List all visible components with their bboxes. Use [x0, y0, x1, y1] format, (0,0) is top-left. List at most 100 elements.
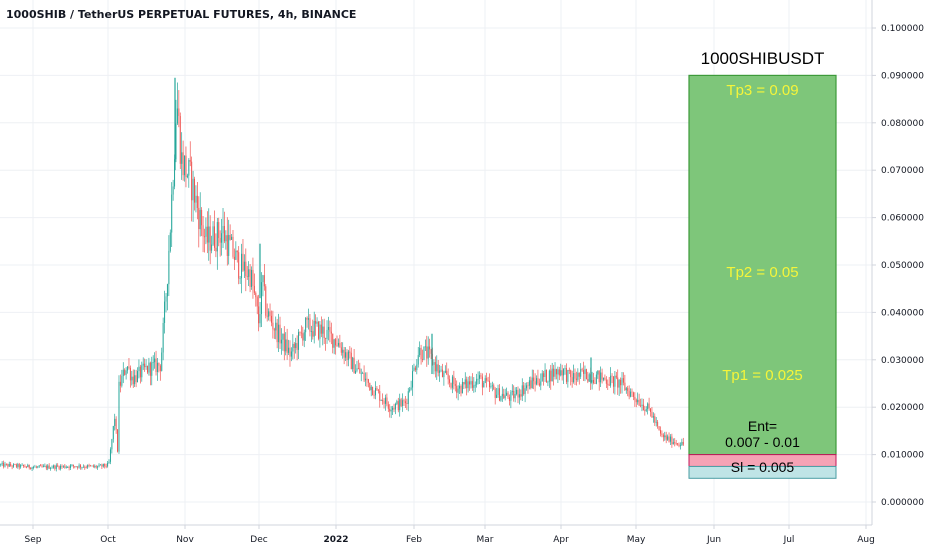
candle-body	[349, 351, 351, 353]
candle	[443, 370, 445, 386]
candle	[262, 274, 264, 297]
candle-body	[310, 331, 312, 332]
candle-body	[581, 369, 583, 371]
candle	[255, 291, 257, 307]
candle-body	[481, 376, 483, 388]
candle	[241, 243, 243, 294]
candle	[387, 401, 389, 413]
candle-body	[593, 380, 595, 383]
candle	[42, 464, 44, 468]
candle	[453, 370, 455, 390]
candle	[376, 386, 378, 391]
candle	[598, 370, 600, 391]
candle	[655, 417, 657, 427]
candle	[430, 348, 432, 360]
candle	[555, 368, 557, 380]
candle	[51, 465, 53, 469]
candle-body	[24, 466, 26, 467]
candle	[279, 316, 281, 349]
candle-body	[72, 464, 74, 467]
candle-body	[474, 384, 476, 386]
candle-body	[176, 108, 178, 124]
candle	[312, 319, 314, 340]
candle	[657, 419, 659, 429]
candle	[553, 364, 555, 386]
candle	[386, 393, 388, 407]
candle-body	[11, 465, 13, 467]
candle	[13, 463, 15, 468]
candle-body	[357, 368, 359, 370]
candle	[128, 357, 130, 370]
candle	[679, 442, 681, 450]
candle	[612, 376, 614, 394]
candle	[662, 433, 664, 442]
candle	[436, 355, 438, 380]
candle-body	[548, 370, 550, 382]
candle	[102, 463, 104, 468]
candle	[457, 385, 459, 401]
tp3-label: Tp3 = 0.09	[726, 82, 798, 99]
candle-body	[640, 405, 642, 407]
candle	[60, 464, 62, 471]
candle-body	[276, 322, 278, 343]
candle-body	[654, 416, 656, 423]
candle	[85, 465, 87, 469]
candle	[0, 463, 2, 467]
candle-body	[611, 375, 613, 377]
candle	[95, 464, 97, 469]
candle-body	[470, 381, 472, 385]
candle	[530, 376, 532, 390]
candle-body	[28, 464, 30, 468]
candle	[155, 350, 157, 376]
candle-body	[527, 385, 529, 387]
candle-body	[526, 385, 528, 389]
candle-body	[397, 401, 399, 411]
candle	[377, 388, 379, 394]
candle	[630, 388, 632, 398]
candle	[664, 431, 666, 441]
candle	[134, 369, 136, 387]
candle	[25, 465, 27, 469]
candle-body	[275, 322, 277, 331]
candle	[383, 398, 385, 409]
candle-body	[221, 233, 223, 243]
candle-body	[681, 441, 683, 446]
candle	[1, 461, 3, 467]
candle-body	[624, 382, 626, 391]
candle-body	[655, 421, 657, 423]
candle	[260, 272, 262, 327]
candle	[213, 210, 215, 252]
candle-body	[17, 464, 19, 467]
candle-body	[198, 207, 200, 230]
candle	[511, 384, 513, 396]
candle	[355, 364, 357, 374]
candle-body	[62, 465, 64, 467]
candle-body	[156, 362, 158, 372]
candle	[637, 392, 639, 405]
candle-body	[336, 345, 338, 347]
candle-body	[74, 466, 76, 467]
stop-loss-zone	[688, 465, 837, 479]
candle	[521, 378, 523, 402]
candle	[47, 464, 49, 471]
tp2-label: Tp2 = 0.05	[726, 264, 798, 281]
candle	[584, 365, 586, 382]
candle	[366, 372, 368, 387]
candle	[11, 464, 13, 470]
candle-body	[342, 349, 344, 353]
candle-body	[312, 331, 314, 337]
candle-body	[216, 222, 218, 252]
candle	[608, 376, 610, 386]
candle-body	[651, 411, 653, 418]
candle	[668, 432, 670, 443]
candle	[67, 466, 69, 468]
candle-body	[557, 369, 559, 375]
candle	[146, 365, 148, 375]
candle	[393, 403, 395, 413]
candle-body	[555, 369, 557, 375]
candle	[480, 372, 482, 380]
candle-body	[122, 369, 124, 377]
candle-body	[188, 160, 190, 176]
candle	[10, 462, 12, 467]
